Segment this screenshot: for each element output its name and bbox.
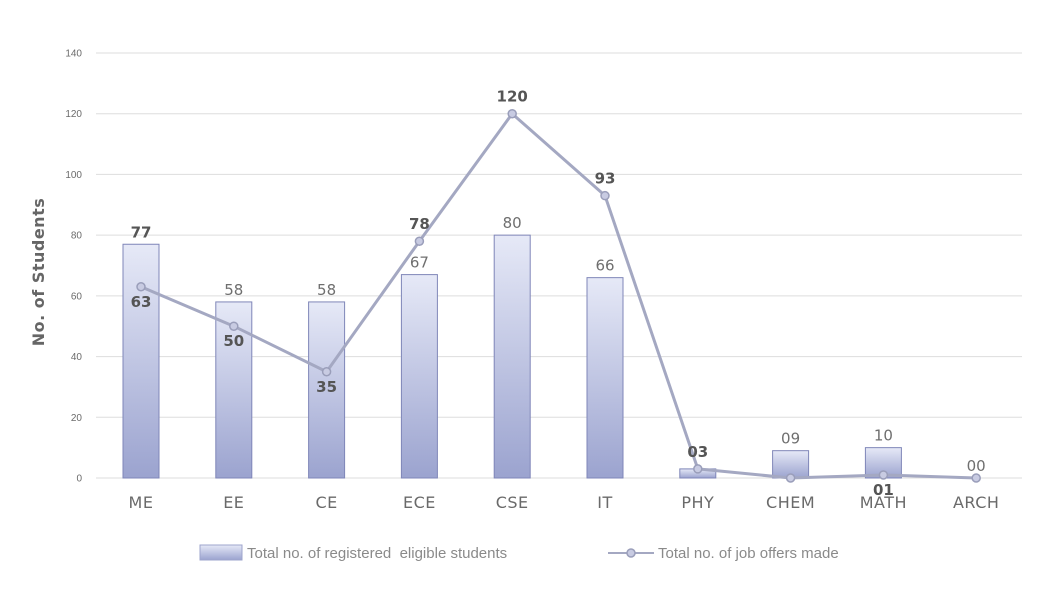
bar-data-label: 58 bbox=[317, 281, 336, 299]
line-point bbox=[321, 367, 332, 377]
line-point bbox=[971, 473, 981, 483]
y-tick-label: 100 bbox=[65, 170, 82, 181]
y-axis-ticks: 0 20 40 60 80 100 120 140 bbox=[65, 49, 82, 485]
bar bbox=[493, 234, 531, 479]
x-tick-label: EE bbox=[223, 493, 244, 512]
x-axis-ticks: ME EE CE ECE CSE IT PHY CHEM MATH ARCH bbox=[129, 493, 999, 512]
line-data-label: 01 bbox=[873, 481, 894, 499]
line-point bbox=[414, 236, 425, 246]
line-data-label: 120 bbox=[497, 88, 528, 106]
bar-series bbox=[122, 234, 902, 479]
line-data-label: 63 bbox=[131, 293, 152, 311]
legend-line-label: Total no. of job offers made bbox=[658, 545, 839, 562]
x-tick-label: ECE bbox=[403, 493, 436, 512]
x-tick-label: MATH bbox=[860, 493, 907, 512]
x-tick-label: ARCH bbox=[953, 493, 999, 512]
x-tick-label: ME bbox=[129, 493, 154, 512]
line-series-path bbox=[140, 112, 977, 480]
line-data-label: 35 bbox=[316, 378, 337, 396]
line-data-label: 50 bbox=[223, 332, 244, 350]
line-point bbox=[600, 190, 610, 201]
y-tick-label: 60 bbox=[71, 291, 83, 302]
x-tick-label: IT bbox=[597, 493, 613, 512]
bar-data-label: 66 bbox=[595, 257, 614, 275]
y-axis-label: No. of Students bbox=[29, 198, 48, 346]
line-point bbox=[693, 464, 703, 474]
line-point bbox=[785, 473, 796, 483]
legend: Total no. of registered eligible student… bbox=[199, 544, 839, 562]
line-data-label: 03 bbox=[687, 443, 708, 461]
bar bbox=[122, 243, 160, 479]
legend-line-marker bbox=[626, 548, 636, 558]
line-point bbox=[229, 321, 239, 331]
y-tick-label: 120 bbox=[65, 109, 82, 120]
bar bbox=[400, 274, 438, 479]
x-tick-label: CSE bbox=[496, 493, 529, 512]
bar-data-label: 00 bbox=[967, 457, 986, 475]
bar-data-label: 09 bbox=[781, 430, 800, 448]
legend-bar-label: Total no. of registered eligible student… bbox=[247, 545, 507, 562]
y-tick-label: 80 bbox=[71, 231, 83, 242]
legend-bar-swatch bbox=[199, 544, 243, 561]
y-tick-label: 0 bbox=[76, 474, 82, 485]
bar-data-label: 77 bbox=[131, 223, 152, 241]
bar bbox=[586, 277, 624, 479]
bar-data-label: 10 bbox=[874, 427, 893, 445]
line-data-label: 78 bbox=[409, 215, 430, 233]
bar-data-label: 58 bbox=[224, 281, 243, 299]
bar-data-label: 80 bbox=[503, 214, 522, 232]
x-tick-label: PHY bbox=[681, 493, 714, 512]
y-tick-label: 140 bbox=[65, 49, 82, 60]
line-point bbox=[136, 282, 146, 292]
line-point bbox=[878, 470, 889, 480]
x-tick-label: CE bbox=[315, 493, 337, 512]
line-data-label: 93 bbox=[595, 170, 616, 188]
y-tick-label: 20 bbox=[71, 413, 83, 424]
data-labels: 63 50 35 78 120 93 03 01 77 58 58 67 80 66 09 10 00 bbox=[131, 88, 986, 499]
x-tick-label: CHEM bbox=[766, 493, 815, 512]
line-series bbox=[136, 108, 981, 483]
bar bbox=[308, 301, 346, 479]
y-tick-label: 40 bbox=[71, 352, 83, 363]
line-point bbox=[507, 108, 517, 119]
bar-data-label: 67 bbox=[410, 254, 429, 272]
